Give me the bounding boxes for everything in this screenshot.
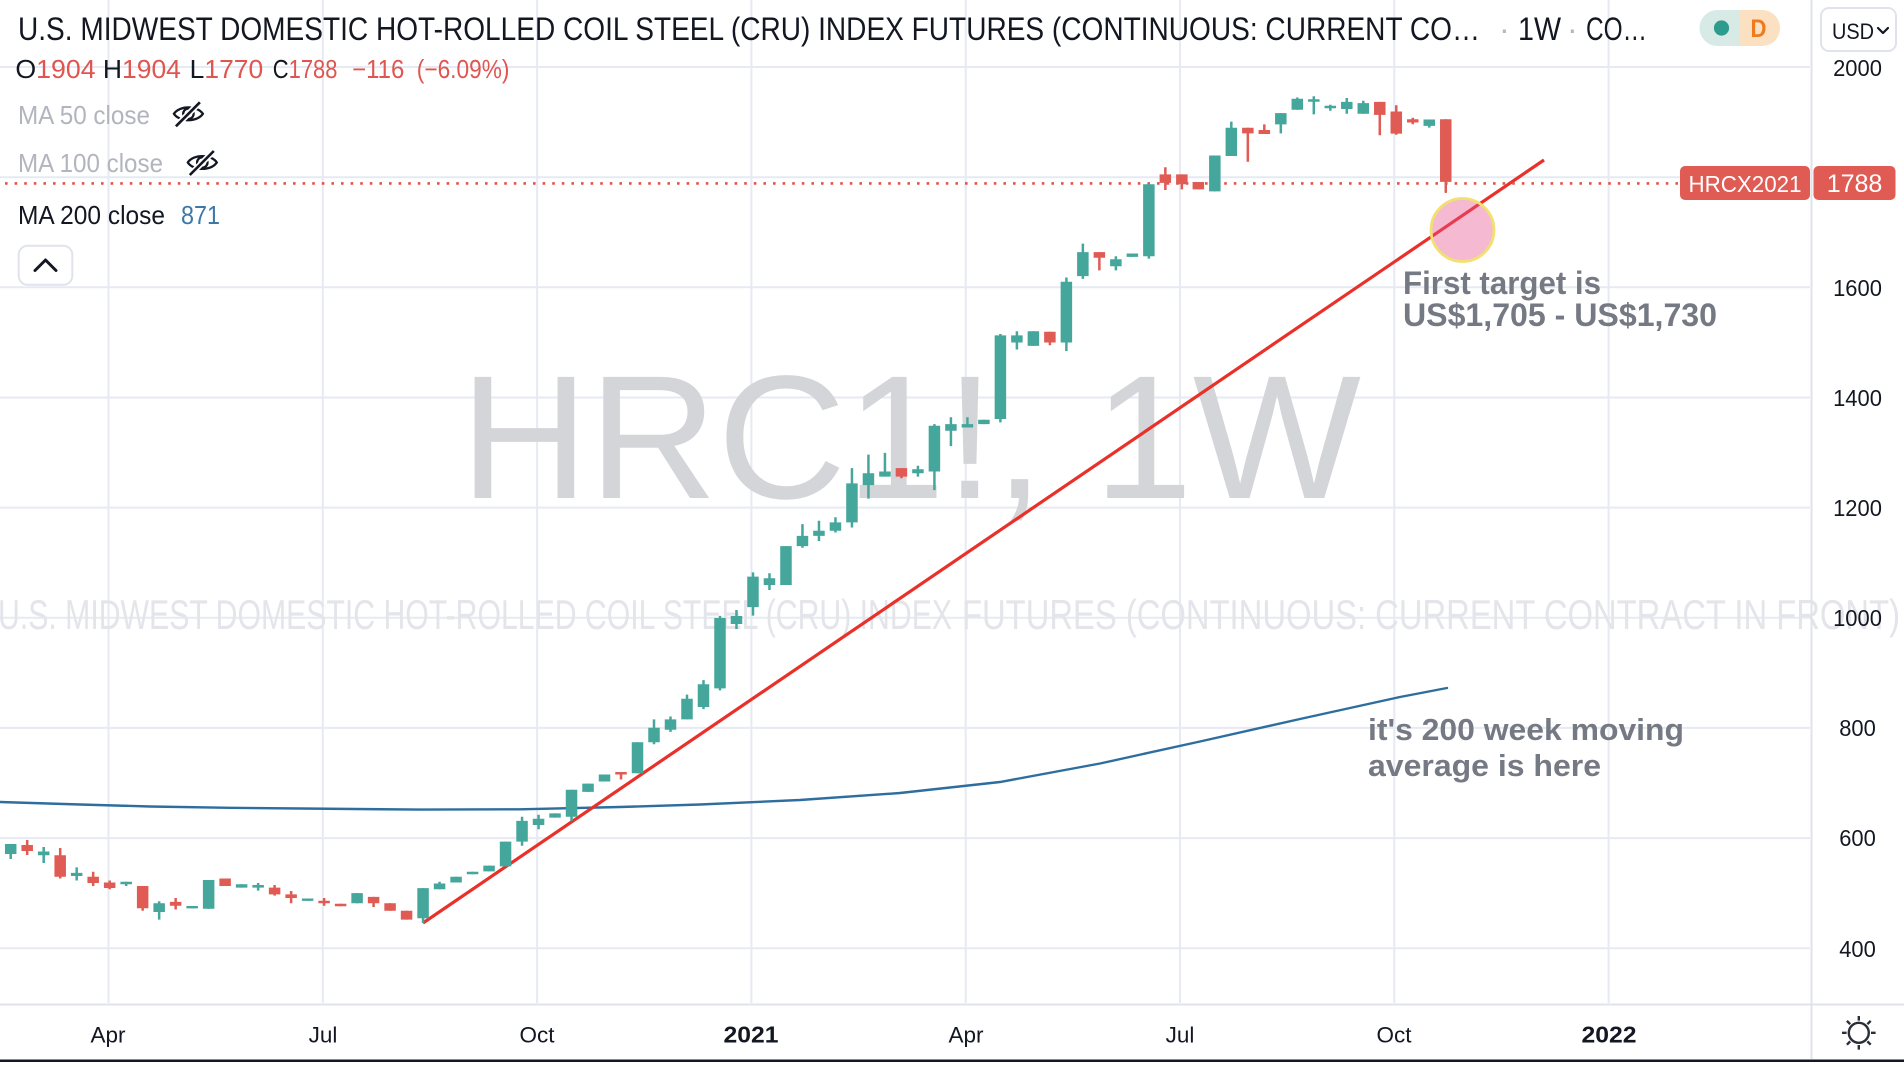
svg-text:FUTURES (CONTINUOUS: CURRENT C: FUTURES (CONTINUOUS: CURRENT CONTRACT IN… <box>962 591 1900 638</box>
svg-text:−116: −116 <box>352 54 404 84</box>
svg-text:Oct: Oct <box>1376 1023 1412 1048</box>
svg-text:H1904: H1904 <box>103 54 181 84</box>
svg-text:2022: 2022 <box>1582 1022 1637 1048</box>
svg-text:2021: 2021 <box>724 1022 779 1048</box>
svg-text:Jul: Jul <box>309 1023 338 1048</box>
svg-text:O1904: O1904 <box>15 54 95 84</box>
svg-text:US$1,705 - US$1,730: US$1,705 - US$1,730 <box>1403 297 1717 333</box>
svg-text:·: · <box>1499 11 1510 47</box>
svg-text:400: 400 <box>1839 936 1876 962</box>
svg-text:1788: 1788 <box>1827 170 1883 198</box>
svg-text:Jul: Jul <box>1166 1023 1195 1048</box>
svg-text:C1788: C1788 <box>273 54 338 84</box>
svg-text:HRC1!, 1W: HRC1!, 1W <box>460 340 1361 536</box>
svg-text:871: 871 <box>181 200 220 230</box>
svg-text:Oct: Oct <box>519 1023 555 1048</box>
svg-text:it's 200 week moving: it's 200 week moving <box>1368 712 1684 747</box>
svg-text:U.S. MIDWEST DOMESTIC HOT-ROLL: U.S. MIDWEST DOMESTIC HOT-ROLLED COIL ST… <box>18 11 1480 47</box>
svg-text:1600: 1600 <box>1833 275 1882 301</box>
svg-text:First target is: First target is <box>1403 265 1601 301</box>
svg-text:600: 600 <box>1839 825 1876 851</box>
svg-text:1W: 1W <box>1518 11 1562 47</box>
svg-text:Apr: Apr <box>90 1023 126 1048</box>
svg-text:average is here: average is here <box>1368 748 1601 783</box>
svg-text:MA 200 close: MA 200 close <box>18 200 165 230</box>
svg-text:1000: 1000 <box>1833 605 1882 631</box>
svg-text:MA 50 close: MA 50 close <box>18 100 150 130</box>
svg-text:D: D <box>1751 15 1767 43</box>
svg-text:2000: 2000 <box>1833 55 1882 81</box>
svg-text:(−6.09%): (−6.09%) <box>417 54 510 84</box>
svg-text:·: · <box>1567 11 1578 47</box>
svg-text:CO…: CO… <box>1586 11 1647 47</box>
svg-text:L1770: L1770 <box>190 54 264 84</box>
svg-text:Apr: Apr <box>948 1023 984 1048</box>
svg-text:1200: 1200 <box>1833 495 1882 521</box>
svg-text:800: 800 <box>1839 715 1876 741</box>
svg-text:U.S. MIDWEST DOMESTIC HOT-ROLL: U.S. MIDWEST DOMESTIC HOT-ROLLED COIL ST… <box>0 591 952 638</box>
svg-text:1400: 1400 <box>1833 385 1882 411</box>
svg-text:USD: USD <box>1832 19 1874 44</box>
svg-text:HRCX2021: HRCX2021 <box>1689 171 1802 197</box>
svg-text:MA 100 close: MA 100 close <box>18 148 163 178</box>
